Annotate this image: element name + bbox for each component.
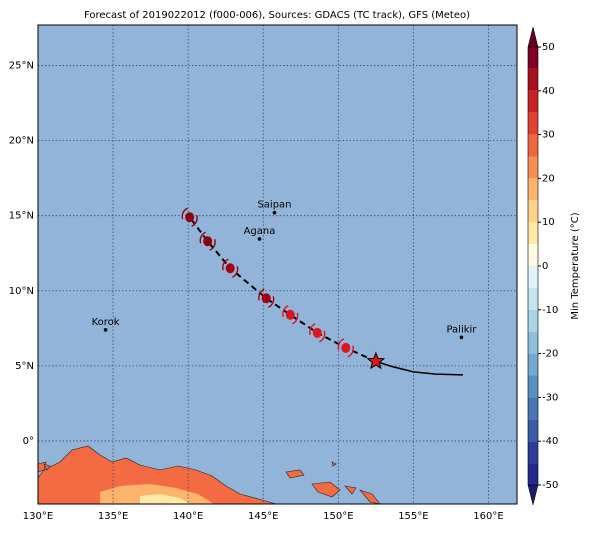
colorbar-band — [528, 90, 538, 113]
storm-marker — [285, 309, 295, 320]
colorbar-band — [528, 441, 538, 464]
y-tick-label: 25°N — [9, 61, 34, 72]
city-label: Palikir — [446, 324, 477, 335]
colorbar-tick-label: 40 — [542, 86, 555, 97]
colorbar-band — [528, 287, 538, 310]
y-tick-label: 5°N — [15, 361, 34, 372]
colorbar-band — [528, 112, 538, 135]
city-label: Saipan — [257, 200, 291, 211]
colorbar-band — [528, 331, 538, 354]
y-tick-label: 15°N — [9, 211, 34, 222]
forecast-track — [188, 216, 377, 363]
current-position-star — [366, 351, 386, 370]
colorbar-tick-label: -50 — [542, 480, 558, 491]
storm-swirl — [282, 305, 299, 325]
colorbar-tick-label: 10 — [542, 217, 555, 228]
colorbar-tick-label: -30 — [542, 392, 558, 403]
y-tick-label: 0° — [23, 436, 34, 447]
colorbar-band — [528, 419, 538, 442]
city-dot — [103, 328, 108, 332]
ocean — [38, 25, 517, 504]
colorbar-band — [528, 68, 538, 91]
colorbar-band — [528, 47, 538, 69]
colorbar-band — [528, 463, 538, 485]
city-dot — [272, 210, 277, 215]
storm-marker — [341, 342, 351, 353]
colorbar-band — [528, 266, 538, 288]
x-tick-label: 155°E — [398, 511, 428, 522]
x-tick-label: 160°E — [473, 511, 503, 522]
storm-swirl — [181, 207, 198, 227]
city-dot — [257, 237, 262, 241]
colorbar-band — [528, 178, 538, 201]
storm-swirl — [258, 288, 275, 308]
colorbar-tick-label: -20 — [542, 349, 558, 360]
colorbar-band — [528, 156, 538, 179]
map-frame — [37, 24, 518, 505]
storm-swirl — [199, 231, 216, 251]
colorbar-band — [528, 375, 538, 398]
colorbar-band — [528, 397, 538, 420]
storm-marker — [203, 236, 213, 247]
x-tick-label: 150°E — [323, 511, 353, 522]
chart-title: Forecast of 2019022012 (f000-006), Sourc… — [84, 10, 470, 21]
storm-swirl — [337, 338, 354, 358]
storm-swirl — [222, 258, 239, 278]
colorbar-band — [528, 200, 538, 223]
colorbar-band — [528, 134, 538, 157]
colorbar-band — [528, 353, 538, 376]
colorbar-label: Min Temperature (°C) — [570, 212, 581, 319]
x-tick-label: 130°E — [23, 511, 53, 522]
storm-marker — [225, 263, 235, 274]
colorbar-band — [528, 309, 538, 332]
storm-marker — [261, 293, 271, 304]
colorbar-band — [528, 222, 538, 245]
colorbar-band — [528, 244, 538, 266]
storm-marker — [185, 212, 195, 223]
colorbar-tick-label: -10 — [542, 305, 558, 316]
past-track — [375, 360, 463, 376]
y-tick-label: 10°N — [9, 286, 34, 297]
city-label: Korok — [92, 317, 120, 328]
colorbar-tick-label: -40 — [542, 436, 558, 447]
land — [37, 445, 381, 505]
colorbar-tick-label: 30 — [542, 130, 555, 141]
storm-swirl — [309, 323, 326, 343]
colorbar-arrow-top — [527, 26, 539, 48]
city-label: Agana — [244, 226, 276, 237]
y-tick-label: 20°N — [9, 136, 34, 147]
x-tick-label: 145°E — [248, 511, 278, 522]
colorbar-arrow-bottom — [527, 484, 539, 506]
x-tick-label: 140°E — [173, 511, 203, 522]
x-tick-label: 135°E — [98, 511, 128, 522]
colorbar-tick-label: 20 — [542, 173, 555, 184]
colorbar-tick-label: 50 — [542, 42, 555, 53]
storm-marker — [312, 327, 322, 338]
city-dot — [459, 335, 464, 340]
colorbar-tick-label: 0 — [542, 261, 548, 272]
